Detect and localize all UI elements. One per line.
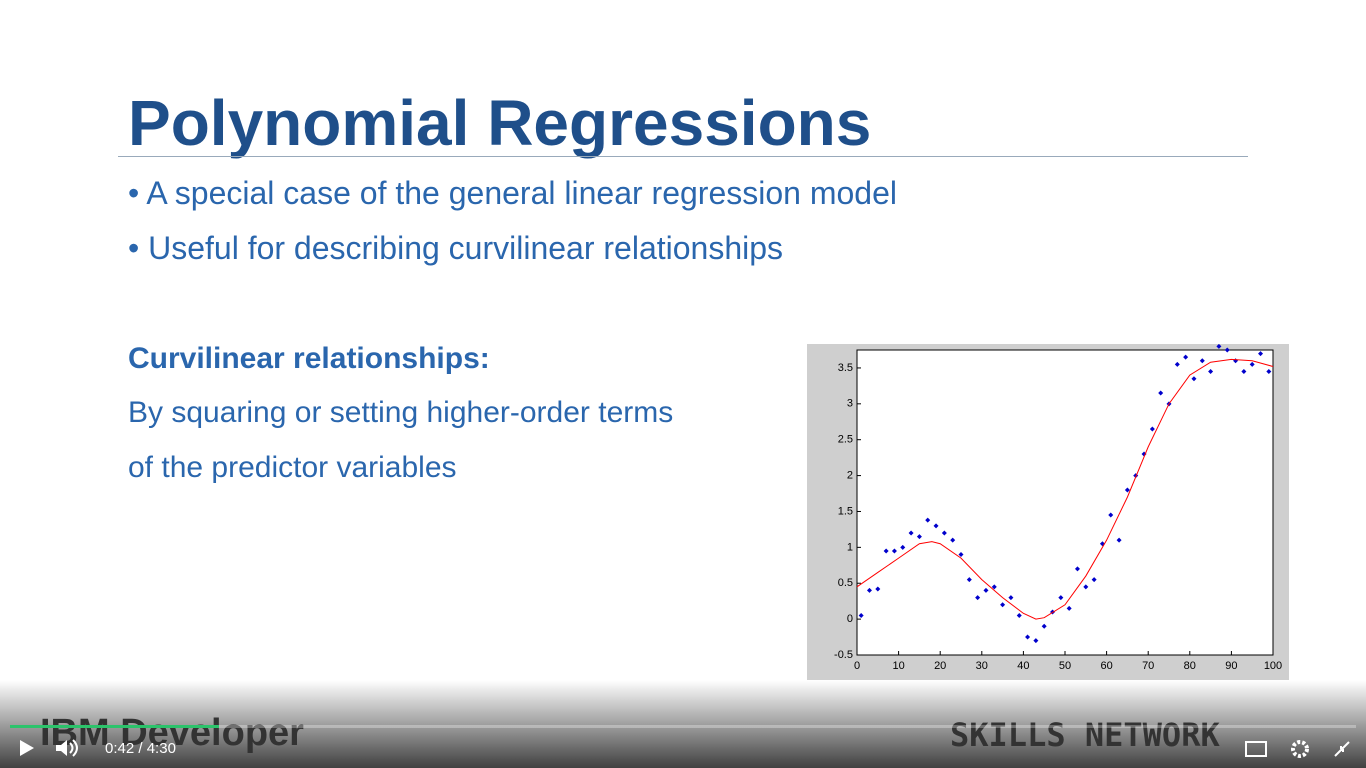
duration: 4:30 <box>146 740 176 757</box>
scatter-point <box>1141 451 1147 457</box>
scatter-point <box>1016 613 1022 619</box>
scatter-point <box>1033 638 1039 644</box>
scatter-point <box>1174 361 1180 367</box>
player-controls <box>0 680 1366 768</box>
time-separator: / <box>138 740 143 757</box>
y-tick-label: 2.5 <box>838 434 853 446</box>
scatter-point <box>983 587 989 593</box>
scatter-point <box>891 548 897 554</box>
scatter-point <box>866 587 872 593</box>
bullet-text: A special case of the general linear reg… <box>146 175 897 211</box>
time-display: 0:42 / 4:30 <box>105 740 176 757</box>
x-tick-label: 100 <box>1264 660 1282 672</box>
scatter-point <box>1025 634 1031 640</box>
bullet: • A special case of the general linear r… <box>128 175 897 211</box>
scatter-point <box>1249 361 1255 367</box>
progress-played <box>10 725 219 728</box>
scatter-point <box>1208 369 1214 375</box>
y-tick-label: 0 <box>847 613 853 625</box>
x-tick-label: 70 <box>1142 660 1154 672</box>
scatter-point <box>1241 369 1247 375</box>
scatter-point <box>1199 358 1205 364</box>
scatter-point <box>966 577 972 583</box>
y-tick-label: 2 <box>847 469 853 481</box>
scatter-point <box>950 537 956 543</box>
scatter-point <box>1216 343 1222 349</box>
body-line: By squaring or setting higher-order term… <box>128 396 674 429</box>
scatter-point <box>916 534 922 540</box>
scatter-point <box>875 586 881 592</box>
logo-left: IBM Developer <box>40 712 304 754</box>
scatter-point <box>1266 369 1272 375</box>
scatter-point <box>1066 605 1072 611</box>
y-tick-label: 3.5 <box>838 362 853 374</box>
scatter-point <box>883 548 889 554</box>
current-time: 0:42 <box>105 740 135 757</box>
captions-button[interactable] <box>1245 740 1267 758</box>
scatter-point <box>1074 566 1080 572</box>
exit-fullscreen-button[interactable] <box>1333 740 1351 758</box>
x-tick-label: 10 <box>892 660 904 672</box>
scatter-point <box>1091 577 1097 583</box>
scatter-point <box>975 595 981 601</box>
y-tick-label: -0.5 <box>834 649 853 661</box>
progress-bar[interactable] <box>10 725 1356 728</box>
x-tick-label: 50 <box>1059 660 1071 672</box>
scatter-point <box>1258 351 1264 357</box>
logo-right: SKILLS NETWORK <box>950 716 1220 754</box>
scatter-point <box>933 523 939 529</box>
scatter-point <box>1116 537 1122 543</box>
chart: -0.500.511.522.533.50 10 20 30 40 50 60 70 80 90 1… <box>834 343 1282 672</box>
scatter-point <box>991 584 997 590</box>
slide-title: Polynomial Regressions <box>128 87 872 159</box>
title-rule <box>118 156 1248 157</box>
y-tick-label: 1.5 <box>838 505 853 517</box>
scatter-point <box>1108 512 1114 518</box>
x-tick-label: 30 <box>976 660 988 672</box>
play-button[interactable] <box>18 739 36 757</box>
scatter-point <box>958 552 964 558</box>
y-tick-label: 3 <box>847 398 853 410</box>
chart-frame: -0.5 0 0.5 1 1.5 2 2.5 3 3.5 0 10 20 30 40 50 60 70 80 90 1… <box>807 343 1289 680</box>
fit-line <box>856 358 1274 620</box>
scatter-point <box>1191 376 1197 382</box>
x-tick-label: 60 <box>1100 660 1112 672</box>
y-tick-label: 1 <box>847 541 853 553</box>
settings-button[interactable] <box>1290 739 1310 759</box>
scatter-point <box>1224 347 1230 353</box>
body-line: of the predictor variables <box>128 451 457 484</box>
scatter-point <box>1008 595 1014 601</box>
scatter-point <box>941 530 947 536</box>
heading: Curvilinear relationships: <box>128 342 490 375</box>
scatter-point <box>858 613 864 619</box>
scatter-point <box>1083 584 1089 590</box>
scatter-point <box>1124 487 1130 493</box>
volume-button[interactable] <box>55 739 79 757</box>
scatter-point <box>1058 595 1064 601</box>
bullet: • Useful for describing curvilinear rela… <box>128 230 784 266</box>
x-tick-label: 90 <box>1225 660 1237 672</box>
scatter-point <box>1000 602 1006 608</box>
x-tick-label: 0 <box>854 660 860 672</box>
scatter-point <box>1183 354 1189 360</box>
scatter-point <box>1041 623 1047 629</box>
scatter-point <box>1149 426 1155 432</box>
scatter-point <box>1158 390 1164 396</box>
plot-area <box>856 349 1274 656</box>
bullet-text: Useful for describing curvilinear relati… <box>148 230 784 266</box>
scatter-point <box>925 517 931 523</box>
y-tick-label: 0.5 <box>838 577 853 589</box>
x-tick-label: 40 <box>1017 660 1029 672</box>
x-tick-label: 20 <box>934 660 946 672</box>
scatter-point <box>900 544 906 550</box>
scatter-point <box>908 530 914 536</box>
x-tick-label: 80 <box>1184 660 1196 672</box>
